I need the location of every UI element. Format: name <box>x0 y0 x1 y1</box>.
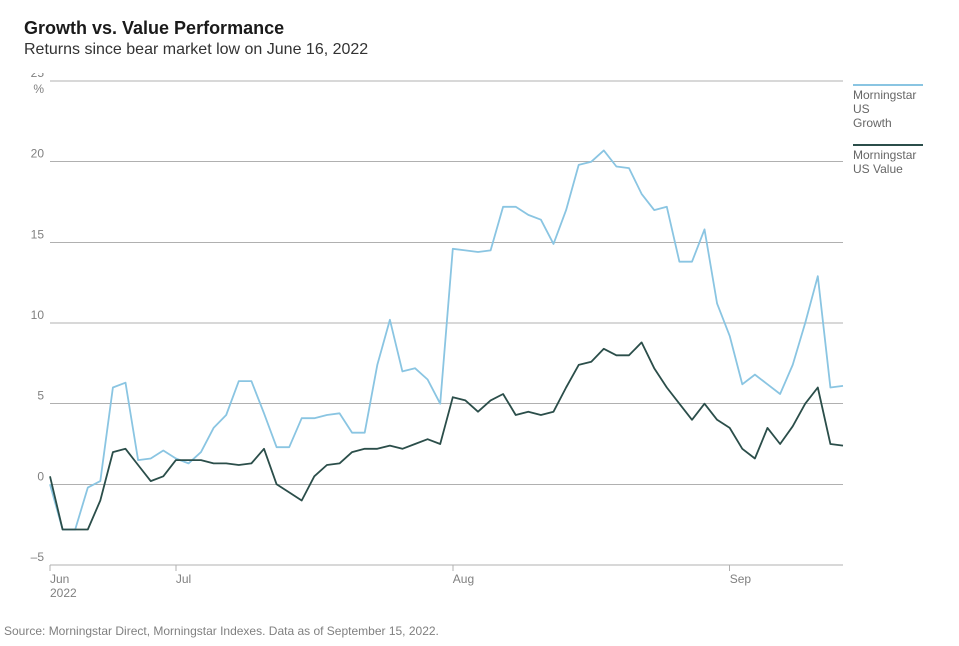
legend-label-value: US Value <box>853 162 903 176</box>
x-tick-sublabel: 2022 <box>50 586 77 600</box>
chart-title: Growth vs. Value Performance <box>24 18 935 39</box>
y-tick-label: 15 <box>31 227 45 241</box>
x-tick-label: Jun <box>50 572 69 586</box>
legend-label-growth: Morningstar <box>853 88 916 102</box>
y-tick-label: 25 <box>31 73 45 80</box>
legend-label-growth: Growth <box>853 116 892 130</box>
series-value <box>50 342 843 529</box>
chart-subtitle: Returns since bear market low on June 16… <box>24 41 935 59</box>
y-tick-label: –5 <box>31 550 45 564</box>
y-tick-label: 5 <box>37 389 44 403</box>
chart-plot-area: –5 0 5 10 15 20 25% Jun2022 Jul Aug Sep Morningstar… <box>24 73 935 609</box>
x-tick-label: Sep <box>730 572 752 586</box>
x-tick-label: Jul <box>176 572 191 586</box>
y-tick-label: 0 <box>37 469 44 483</box>
x-tick-label: Aug <box>453 572 474 586</box>
y-tick-label: 10 <box>31 308 45 322</box>
series-growth <box>50 150 843 529</box>
y-tick-label: 20 <box>31 147 45 161</box>
y-unit-label: % <box>33 82 44 96</box>
chart-container: Growth vs. Value Performance Returns sin… <box>0 0 959 646</box>
legend-label-growth: US <box>853 102 870 116</box>
chart-source-note: Source: Morningstar Direct, Morningstar … <box>4 624 439 638</box>
legend-label-value: Morningstar <box>853 148 916 162</box>
line-chart-svg: –5 0 5 10 15 20 25% Jun2022 Jul Aug Sep Morningstar… <box>24 73 939 609</box>
